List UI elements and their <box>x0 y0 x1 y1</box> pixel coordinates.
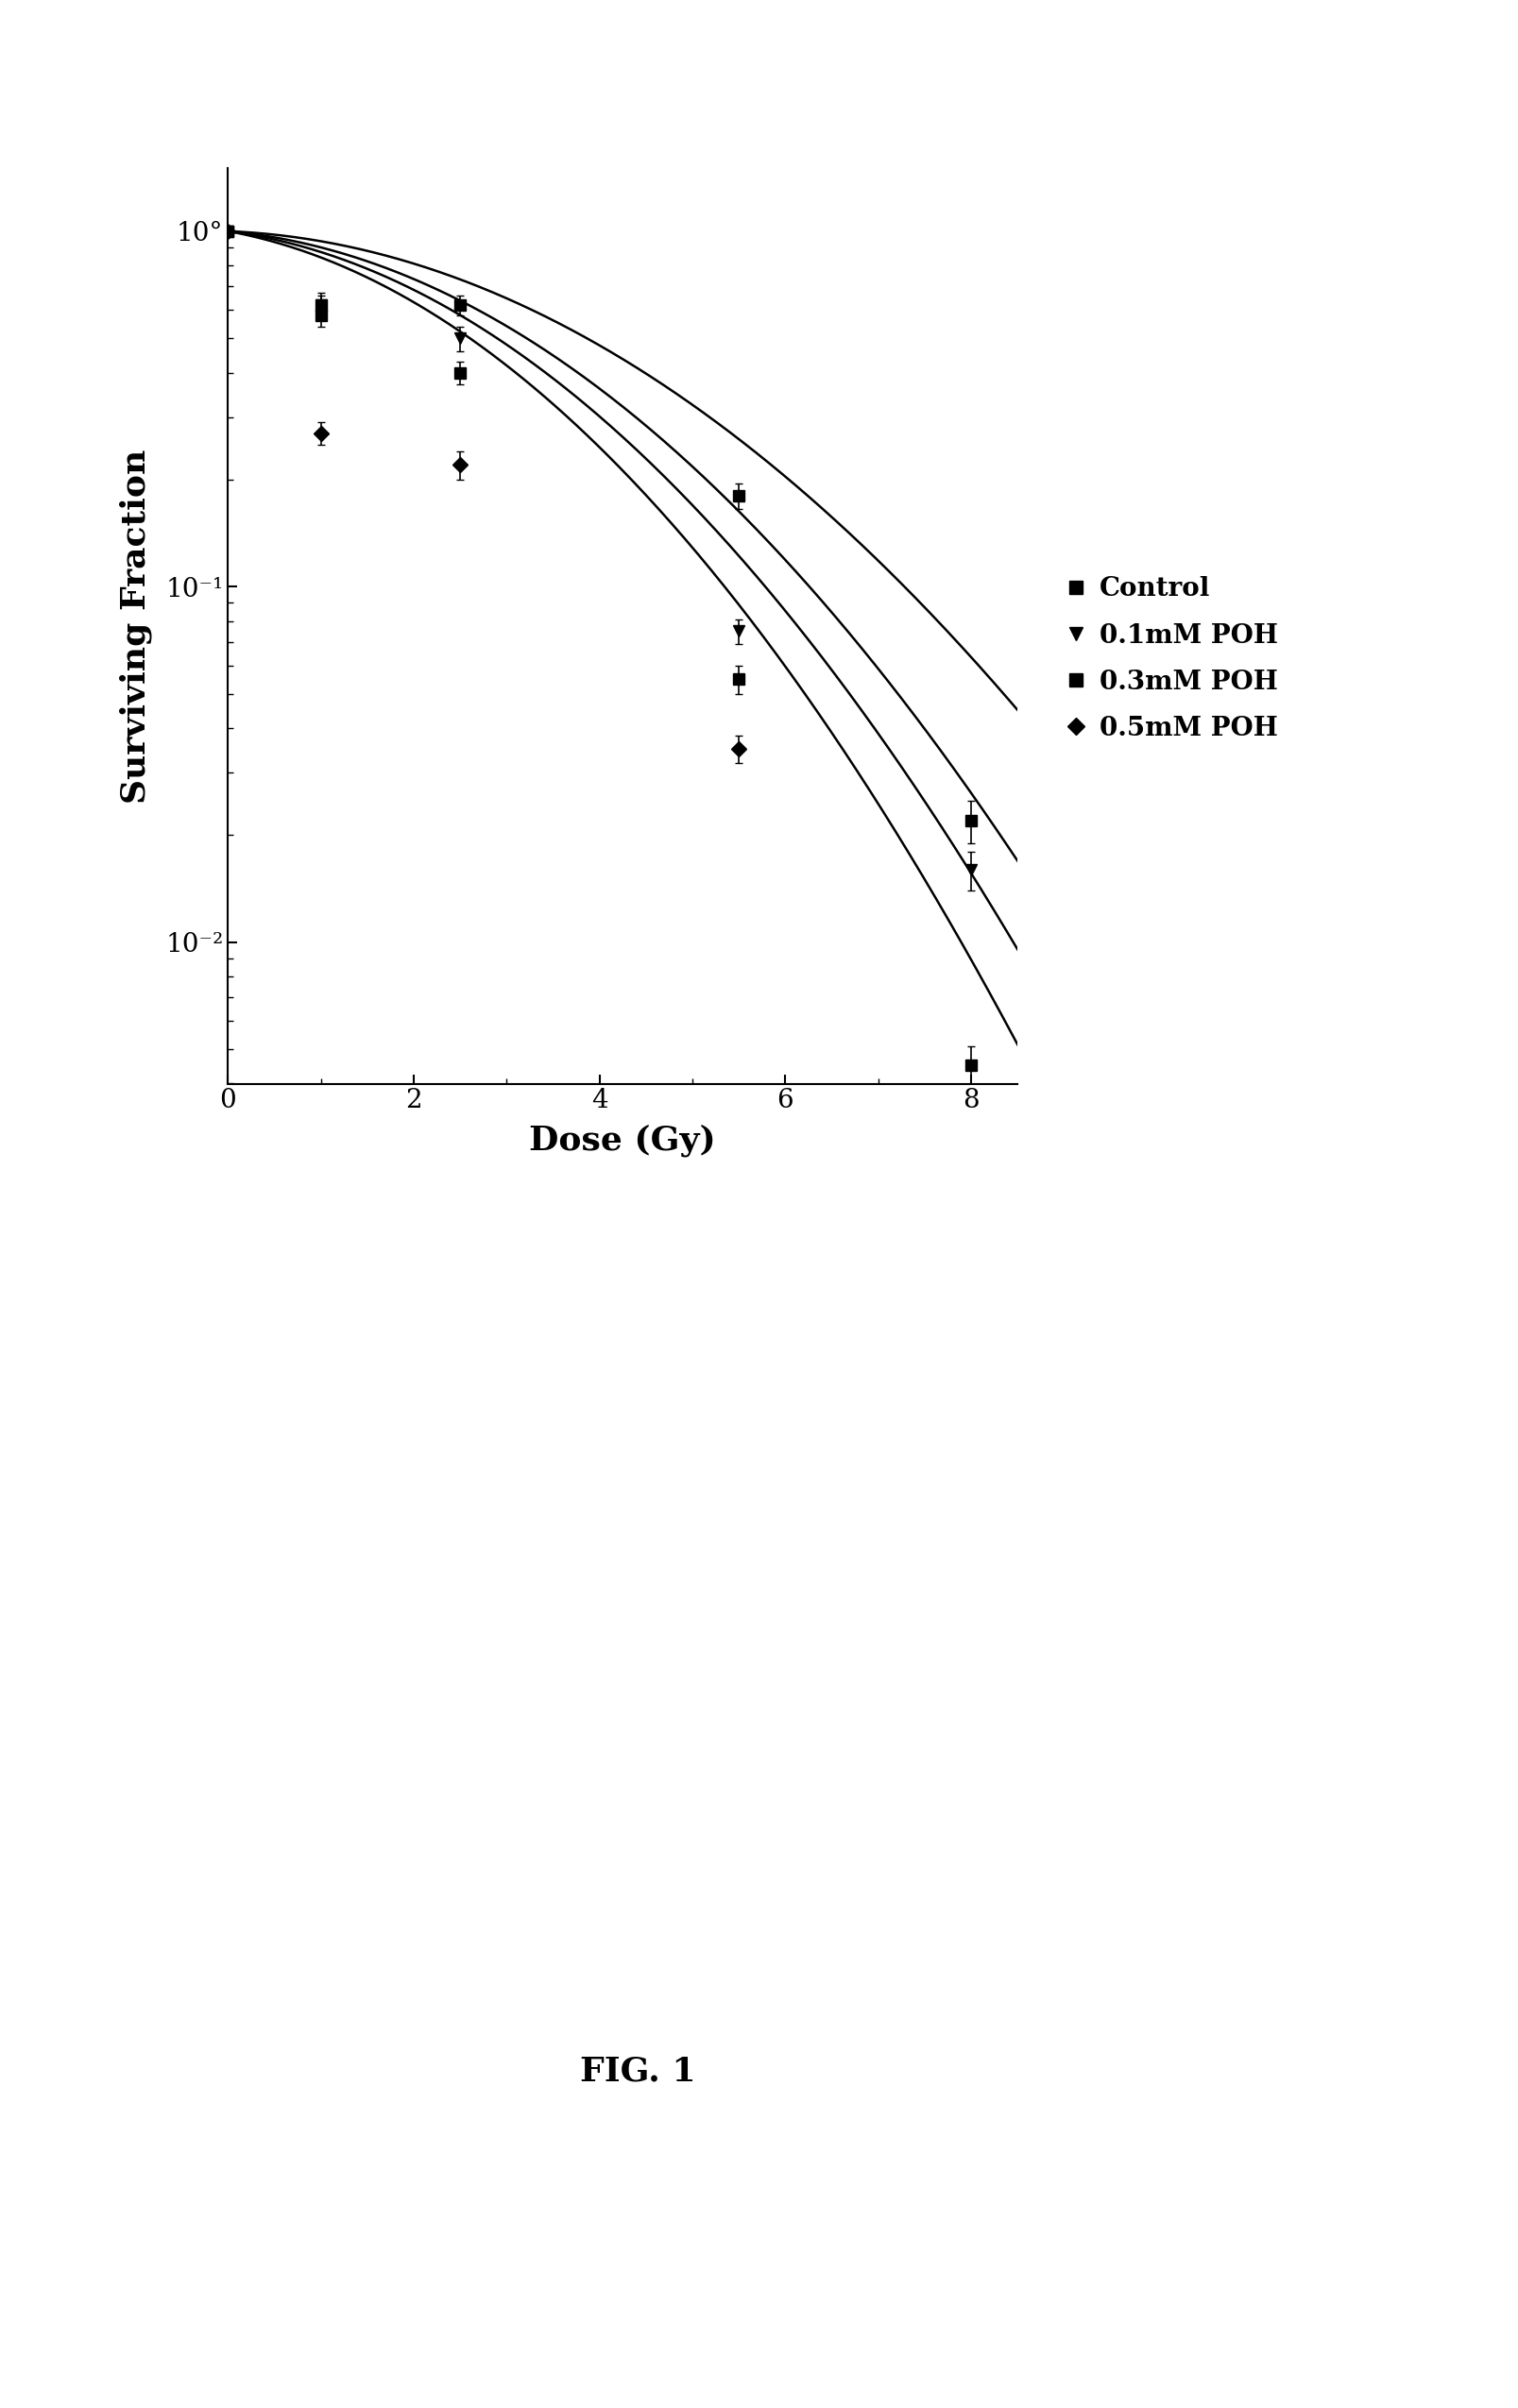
Y-axis label: Surviving Fraction: Surviving Fraction <box>120 448 152 804</box>
X-axis label: Dose (Gy): Dose (Gy) <box>530 1125 715 1156</box>
Legend: Control, 0.1mM POH, 0.3mM POH, 0.5mM POH: Control, 0.1mM POH, 0.3mM POH, 0.5mM POH <box>1053 566 1287 751</box>
Text: FIG. 1: FIG. 1 <box>580 2054 695 2088</box>
